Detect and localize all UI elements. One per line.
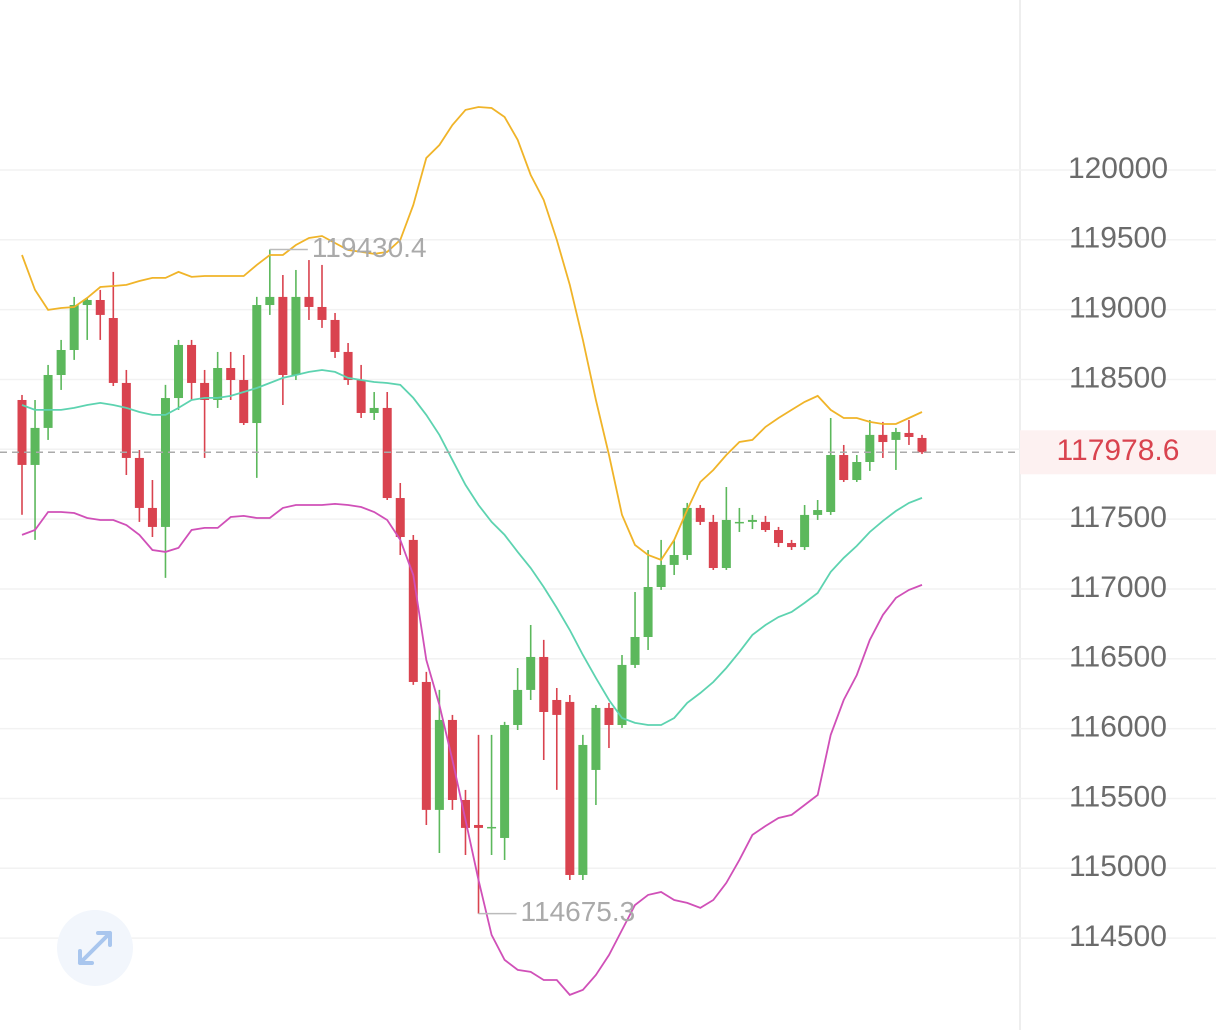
candle-body	[865, 434, 875, 462]
candle-body	[617, 664, 627, 725]
candle-body	[669, 555, 679, 565]
candle-body	[591, 707, 601, 770]
candle-body	[69, 305, 79, 350]
y-tick-label: 119000	[1069, 292, 1167, 325]
candle-body	[56, 349, 66, 375]
candle-body	[695, 507, 705, 522]
last-price-bg	[1020, 430, 1216, 475]
candle-body	[460, 799, 470, 828]
band-line	[21, 502, 923, 996]
candle-body	[343, 351, 353, 381]
candle-body	[265, 296, 275, 306]
y-tick-label: 116000	[1069, 711, 1167, 744]
candle-body	[643, 586, 653, 637]
candle-body	[526, 656, 536, 690]
candle-body	[747, 519, 757, 522]
candle-body	[487, 826, 497, 829]
candle-body	[474, 824, 484, 828]
last-price-label: 117978.6	[1057, 434, 1180, 467]
candle-body	[917, 437, 927, 453]
y-tick-label: 114500	[1069, 920, 1167, 953]
candle-body	[121, 382, 131, 458]
y-tick-label: 119500	[1069, 222, 1167, 255]
candle-body	[200, 382, 210, 400]
y-tick-label: 117000	[1069, 571, 1167, 604]
candle-body	[226, 368, 236, 381]
candle-body	[134, 457, 144, 508]
candle-body	[760, 521, 770, 531]
candle-body	[252, 305, 262, 424]
candle-body	[708, 521, 718, 569]
y-tick-label: 117500	[1069, 501, 1167, 534]
candle-body	[17, 399, 27, 465]
band-line	[21, 106, 923, 561]
y-tick-label: 120000	[1068, 152, 1168, 185]
candle-body	[369, 407, 379, 413]
candle-body	[30, 427, 40, 465]
candle-body	[304, 296, 314, 307]
candle-body	[421, 681, 431, 810]
candle-body	[891, 431, 901, 440]
candle-body	[187, 344, 197, 383]
max-annotation: 119430.4	[312, 232, 427, 263]
candle-body	[160, 398, 170, 527]
candle-body	[721, 519, 731, 569]
candle-body	[539, 656, 549, 712]
candle-body	[513, 689, 523, 725]
candle-body	[734, 521, 744, 524]
candle-body	[147, 507, 157, 527]
candle-body	[800, 514, 810, 548]
candle-body	[317, 306, 327, 320]
candle-body	[565, 701, 575, 875]
candle-body	[278, 296, 288, 375]
candle-body	[43, 374, 53, 428]
candle-body	[108, 318, 118, 383]
candle-body	[239, 380, 249, 424]
candle-body	[434, 719, 444, 810]
y-tick-label: 116500	[1069, 641, 1167, 674]
candle-body	[656, 564, 666, 587]
candle-body	[774, 530, 784, 544]
candle-body	[839, 455, 849, 481]
expand-icon[interactable]	[78, 931, 112, 965]
candle-body	[82, 299, 92, 306]
candle-body	[813, 510, 823, 515]
candle-body	[904, 432, 914, 437]
candle-body	[174, 344, 184, 399]
expand-button[interactable]	[57, 910, 133, 986]
candle-body	[787, 543, 797, 548]
candle-body	[682, 507, 692, 556]
y-tick-label: 115500	[1069, 780, 1167, 813]
candle-body	[578, 744, 588, 875]
candle-body	[604, 707, 614, 725]
candle-body	[408, 539, 418, 682]
candle-body	[826, 455, 836, 512]
candle-body	[878, 434, 888, 443]
candle-body	[330, 319, 340, 352]
y-tick-label: 115000	[1069, 850, 1167, 883]
candle-body	[630, 636, 640, 665]
candle-body	[213, 368, 223, 400]
candle-body	[500, 724, 510, 838]
candle-body	[852, 461, 862, 481]
band-line	[21, 369, 923, 726]
y-tick-label: 118500	[1069, 361, 1167, 394]
candle-body	[395, 498, 405, 537]
candle-body	[95, 299, 105, 315]
min-annotation: 114675.3	[521, 896, 636, 927]
candle-body	[356, 380, 366, 413]
candle-body	[552, 699, 562, 715]
candle-body	[291, 296, 301, 375]
